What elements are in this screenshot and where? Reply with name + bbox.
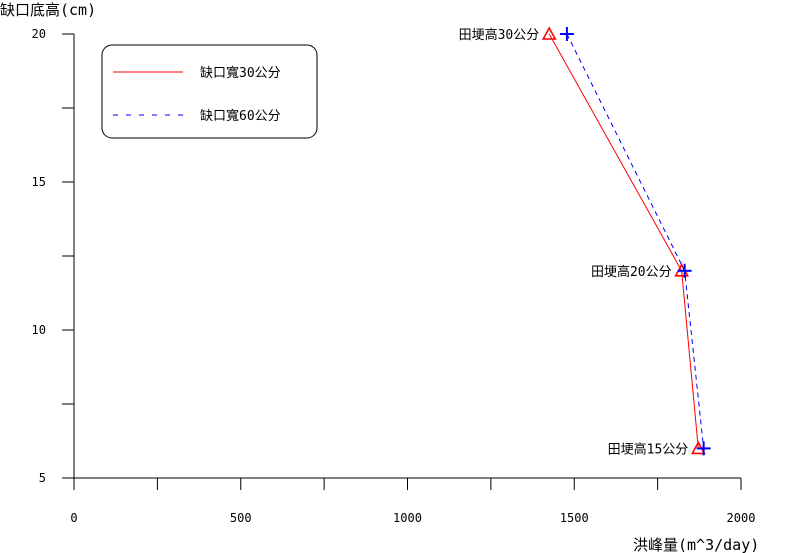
y-tick-label: 5	[39, 471, 46, 485]
series-layer	[541, 26, 711, 456]
legend-box	[101, 44, 318, 139]
series-2	[559, 27, 711, 456]
axes: 0 500 1000 1500 2000 5 10 15 20	[32, 27, 756, 525]
series-line	[566, 33, 705, 449]
x-tick-label: 1000	[393, 511, 422, 525]
x-tick-label: 1500	[560, 511, 589, 525]
point-annotation: 田埂高20公分	[591, 264, 672, 280]
point-annotation: 田埂高30公分	[459, 27, 540, 43]
x-axis-label: 洪峰量(m^3/day)	[633, 536, 759, 553]
triangle-marker	[541, 26, 557, 40]
legend-label: 缺口寬30公分	[200, 65, 281, 81]
y-tick-label: 20	[32, 27, 46, 41]
point-annotation: 田埂高15公分	[608, 441, 689, 457]
legend-label: 缺口寬60公分	[200, 108, 281, 124]
plus-marker	[696, 441, 711, 456]
series-line	[548, 33, 699, 449]
series-1	[541, 26, 706, 455]
plus-marker	[677, 263, 692, 278]
y-tick-label: 15	[32, 175, 46, 189]
x-tick-label: 0	[70, 511, 77, 525]
x-tick-label: 500	[230, 511, 252, 525]
x-tick-label: 2000	[727, 511, 756, 525]
plus-marker	[559, 27, 574, 41]
y-tick-label: 10	[32, 323, 46, 337]
y-axis-label: 缺口底高(cm)	[0, 1, 96, 19]
